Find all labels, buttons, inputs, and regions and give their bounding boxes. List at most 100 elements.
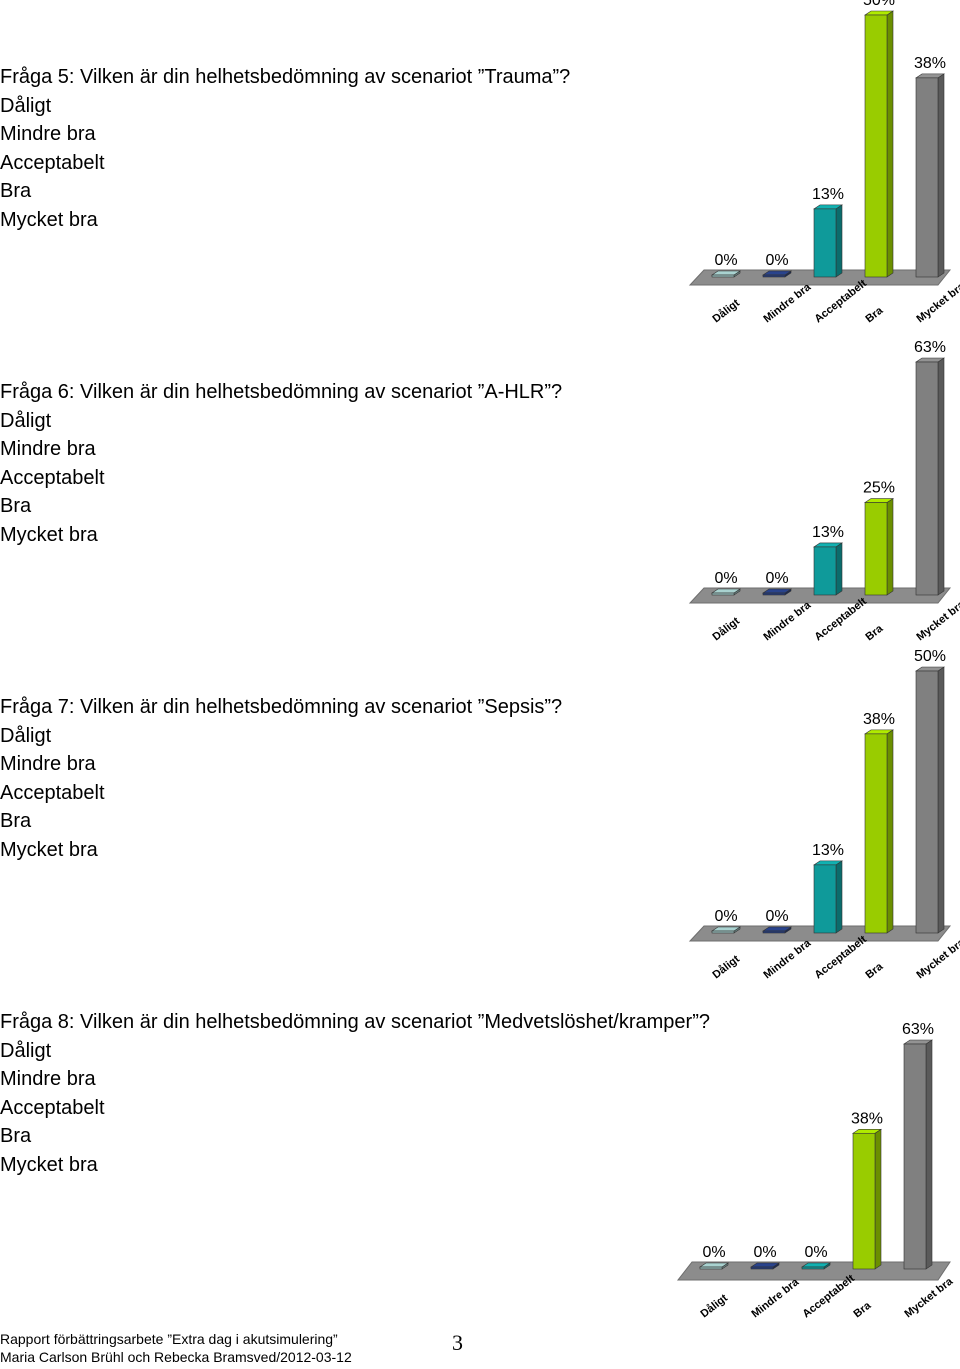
bar-front <box>813 864 837 934</box>
bar-side <box>886 497 894 596</box>
footer: Rapport förbättringsarbete ”Extra dag i … <box>0 1330 352 1366</box>
data-label: 0% <box>804 1244 827 1261</box>
bar-front <box>711 930 735 934</box>
data-label: 0% <box>714 570 737 587</box>
option-mycket-bra: Mycket bra <box>0 208 98 231</box>
bar-front <box>711 274 735 278</box>
option-mindre-bra: Mindre bra <box>0 123 96 146</box>
data-label: 0% <box>753 1244 776 1261</box>
bar-2 <box>813 542 843 596</box>
bar-front <box>762 592 786 596</box>
tick-label: Dåligt <box>710 615 742 643</box>
tick-label: Bra <box>863 622 886 643</box>
tick-label: Dåligt <box>710 297 742 325</box>
option-daligt: Dåligt <box>0 94 52 117</box>
question-title: Fråga 7: Vilken är din helhetsbedömning … <box>0 696 563 718</box>
bar-front <box>864 733 888 934</box>
tick-label: Bra <box>863 960 886 981</box>
bar-front <box>762 274 786 278</box>
bar-front <box>915 361 939 596</box>
bar-3 <box>864 10 894 278</box>
bar-front <box>801 1266 825 1270</box>
bar-front <box>852 1132 876 1270</box>
bar-4 <box>915 73 945 278</box>
bar-side <box>925 1039 933 1270</box>
option-mycket-bra: Mycket bra <box>0 838 98 861</box>
bar-1 <box>762 270 792 278</box>
data-label: 13% <box>812 842 844 859</box>
question-8: Fråga 8: Vilken är din helhetsbedömning … <box>0 1008 710 1180</box>
data-label: 0% <box>714 908 737 925</box>
option-daligt: Dåligt <box>0 409 52 432</box>
bar-front <box>813 208 837 278</box>
question-7: Fråga 7: Vilken är din helhetsbedömning … <box>0 693 562 865</box>
tick-label: Dåligt <box>710 953 742 981</box>
bar-1 <box>762 926 792 934</box>
data-label: 63% <box>902 1021 934 1038</box>
tick-label: Bra <box>851 1299 874 1320</box>
bar-3 <box>852 1128 882 1270</box>
data-label: 0% <box>765 908 788 925</box>
bar-2 <box>801 1262 831 1270</box>
bar-front <box>864 502 888 596</box>
data-label: 38% <box>863 711 895 728</box>
bar-front <box>750 1266 774 1270</box>
bar-side <box>886 10 894 278</box>
option-bra: Bra <box>0 495 32 518</box>
bar-side <box>835 204 843 278</box>
data-label: 0% <box>714 252 737 269</box>
bar-1 <box>750 1262 780 1270</box>
data-label: 0% <box>765 252 788 269</box>
bar-front <box>915 670 939 934</box>
tick-label: Mindre bra <box>761 599 813 644</box>
data-label: 25% <box>863 480 895 497</box>
tick-label: Mindre bra <box>761 937 813 982</box>
option-bra: Bra <box>0 180 32 203</box>
bar-4 <box>915 357 945 596</box>
data-label: 50% <box>914 648 946 665</box>
bar-0 <box>711 926 741 934</box>
option-mindre-bra: Mindre bra <box>0 1068 96 1091</box>
bar-side <box>886 729 894 934</box>
bar-front <box>915 77 939 278</box>
tick-label: Dåligt <box>698 1292 730 1320</box>
bar-4 <box>903 1039 933 1270</box>
tick-label: Mindre bra <box>761 281 813 326</box>
option-acceptabelt: Acceptabelt <box>0 1096 105 1119</box>
data-label: 63% <box>914 339 946 356</box>
data-label: 13% <box>812 524 844 541</box>
bar-3 <box>864 729 894 934</box>
bar-side <box>874 1128 882 1270</box>
option-bra: Bra <box>0 1125 32 1148</box>
tick-label: Mycket bra <box>914 936 960 981</box>
question-6: Fråga 6: Vilken är din helhetsbedömning … <box>0 378 562 550</box>
option-daligt: Dåligt <box>0 724 52 747</box>
bar-3 <box>864 497 894 596</box>
bar-2 <box>813 860 843 934</box>
bar-front <box>864 14 888 278</box>
tick-label: Mycket bra <box>902 1275 955 1320</box>
option-mindre-bra: Mindre bra <box>0 438 96 461</box>
bar-side <box>835 542 843 596</box>
question-title: Fråga 6: Vilken är din helhetsbedömning … <box>0 381 563 403</box>
bar-side <box>937 73 945 278</box>
bar-side <box>937 666 945 934</box>
bar-front <box>903 1043 927 1270</box>
tick-label: Mycket bra <box>914 598 960 643</box>
question-title: Fråga 8: Vilken är din helhetsbedömning … <box>0 1011 710 1033</box>
option-mycket-bra: Mycket bra <box>0 1153 98 1176</box>
footer-authors: Maria Carlson Brühl och Rebecka Bramsved… <box>0 1349 352 1365</box>
option-acceptabelt: Acceptabelt <box>0 151 105 174</box>
option-mindre-bra: Mindre bra <box>0 753 96 776</box>
tick-label: Mycket bra <box>914 280 960 325</box>
bar-4 <box>915 666 945 934</box>
bar-side <box>937 357 945 596</box>
footer-report-title: Rapport förbättringsarbete ”Extra dag i … <box>0 1331 338 1347</box>
bar-side <box>835 860 843 934</box>
data-label: 0% <box>702 1244 725 1261</box>
option-acceptabelt: Acceptabelt <box>0 466 105 489</box>
bar-1 <box>762 588 792 596</box>
